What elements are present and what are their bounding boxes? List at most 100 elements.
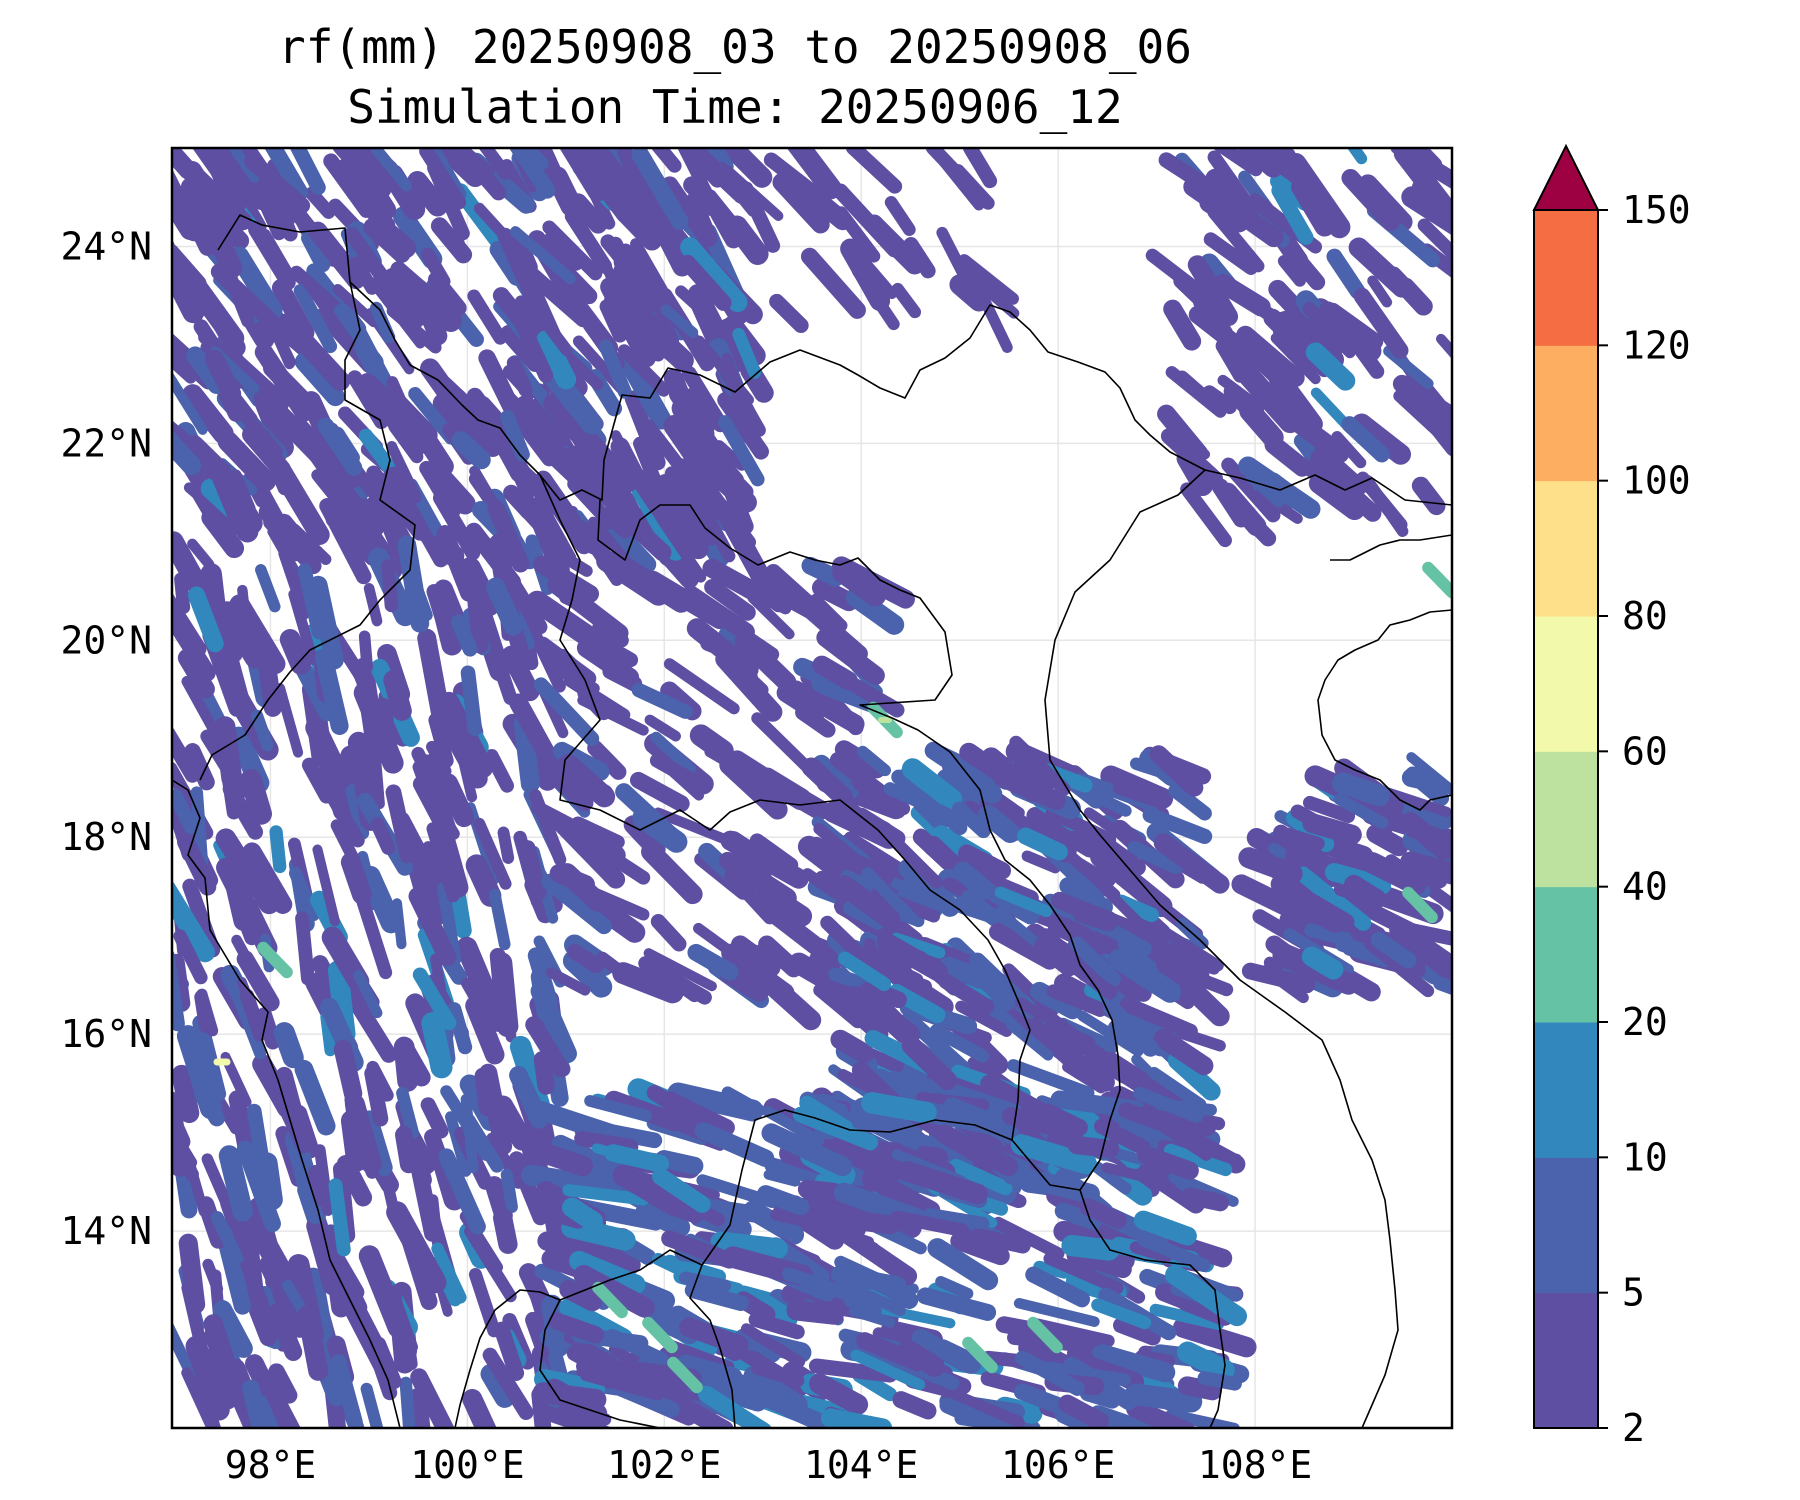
rain-cell bbox=[525, 498, 570, 580]
rain-cell bbox=[289, 523, 332, 565]
rain-cell bbox=[562, 950, 613, 998]
rain-cell bbox=[1088, 1252, 1132, 1279]
rain-cell bbox=[410, 1368, 455, 1428]
rainfall-field bbox=[172, 148, 1452, 1428]
rain-cell bbox=[898, 858, 961, 917]
border-line bbox=[1044, 469, 1399, 1428]
rain-cell bbox=[710, 1231, 788, 1260]
rain-cell bbox=[407, 171, 448, 217]
rain-cell bbox=[333, 1039, 363, 1103]
rain-cell bbox=[299, 273, 356, 350]
rain-cell bbox=[1070, 961, 1118, 1000]
rain-cell bbox=[1149, 1303, 1225, 1331]
rain-cell bbox=[710, 204, 743, 249]
rain-cell bbox=[383, 670, 412, 721]
rain-cell bbox=[369, 301, 396, 344]
border-line bbox=[217, 214, 1206, 501]
rain-cell bbox=[757, 1185, 810, 1216]
rain-cell bbox=[198, 148, 246, 215]
rain-cell bbox=[370, 750, 385, 810]
rain-cell bbox=[833, 875, 901, 930]
rain-cell bbox=[843, 831, 910, 878]
rain-cell bbox=[951, 801, 991, 839]
rain-cell bbox=[236, 950, 280, 1012]
rain-cell bbox=[1127, 840, 1184, 875]
rain-cell bbox=[951, 164, 995, 210]
rain-cell bbox=[694, 1122, 775, 1167]
rain-cell bbox=[1197, 1371, 1242, 1391]
rain-cell bbox=[652, 807, 733, 846]
rain-cell bbox=[421, 247, 451, 289]
rain-cell bbox=[943, 1097, 1005, 1134]
rain-cell bbox=[809, 593, 848, 632]
rain-cell bbox=[368, 148, 413, 192]
rain-cell bbox=[289, 866, 320, 922]
rain-cell bbox=[656, 514, 707, 583]
rain-cell bbox=[1341, 416, 1390, 463]
rain-cell bbox=[467, 289, 507, 345]
rain-cell bbox=[1072, 902, 1119, 932]
rain-cell bbox=[1238, 847, 1303, 885]
rain-cell bbox=[1046, 984, 1107, 1017]
rain-cell bbox=[845, 587, 905, 635]
rain-cell bbox=[278, 548, 310, 620]
rain-cell bbox=[447, 1002, 473, 1055]
rain-cell bbox=[730, 935, 781, 977]
rain-cell bbox=[577, 683, 613, 721]
rain-cell bbox=[706, 637, 769, 697]
rain-cell bbox=[279, 629, 311, 675]
rain-cell bbox=[625, 164, 668, 234]
colorbar-tick-label: 80 bbox=[1622, 594, 1668, 638]
rain-cell bbox=[687, 943, 739, 981]
rain-cell bbox=[725, 215, 769, 265]
rain-cell bbox=[1077, 1010, 1144, 1057]
rain-cell bbox=[1160, 428, 1224, 487]
rain-cell bbox=[1273, 824, 1312, 857]
rain-cell bbox=[420, 1097, 449, 1139]
rain-cell bbox=[1387, 266, 1423, 304]
rain-cell bbox=[1260, 964, 1309, 1004]
rain-cell bbox=[610, 430, 652, 500]
rain-cell bbox=[924, 741, 996, 795]
rain-cell bbox=[1291, 176, 1335, 237]
rain-cell bbox=[506, 355, 533, 397]
rain-cell bbox=[599, 299, 628, 343]
rain-cell bbox=[1147, 1066, 1207, 1111]
rain-cell bbox=[450, 614, 478, 657]
rain-cell bbox=[525, 1016, 570, 1078]
lat-tick-label: 20°N bbox=[60, 618, 152, 662]
rain-cell bbox=[567, 943, 604, 974]
latitude-tick-labels: 24°N 22°N 20°N 18°N 16°N 14°N bbox=[60, 224, 152, 1253]
rain-cell bbox=[532, 555, 600, 603]
rain-cell bbox=[650, 731, 697, 775]
lon-tick-label: 100°E bbox=[410, 1443, 524, 1487]
rain-cell bbox=[451, 431, 491, 470]
rain-cell bbox=[964, 269, 1020, 319]
rain-cell bbox=[1295, 866, 1372, 931]
rain-cell bbox=[679, 1271, 732, 1293]
rain-cell bbox=[526, 590, 613, 657]
rain-cell bbox=[848, 1305, 896, 1328]
rain-cell bbox=[527, 947, 558, 1011]
rain-cell bbox=[428, 713, 454, 768]
rain-cell bbox=[685, 456, 721, 494]
rain-cell bbox=[1069, 936, 1121, 987]
colorbar-tick-label: 120 bbox=[1622, 323, 1691, 367]
rain-cell bbox=[194, 1087, 225, 1127]
rain-cell bbox=[426, 584, 450, 626]
rain-cell bbox=[297, 1305, 329, 1381]
rain-cell bbox=[210, 1211, 244, 1265]
rain-cell bbox=[746, 579, 785, 613]
rain-cell bbox=[1401, 768, 1446, 793]
rain-cell bbox=[1351, 413, 1412, 465]
rain-cell bbox=[1015, 1350, 1085, 1396]
rain-cell bbox=[836, 1105, 921, 1151]
rain-cell bbox=[424, 671, 465, 750]
colorbar-tick-label: 150 bbox=[1622, 188, 1691, 232]
rain-cell bbox=[336, 1155, 373, 1207]
rain-cell bbox=[242, 425, 291, 479]
rain-cell bbox=[181, 676, 223, 743]
rain-cell bbox=[178, 1233, 206, 1314]
rain-cell bbox=[1013, 1297, 1100, 1327]
